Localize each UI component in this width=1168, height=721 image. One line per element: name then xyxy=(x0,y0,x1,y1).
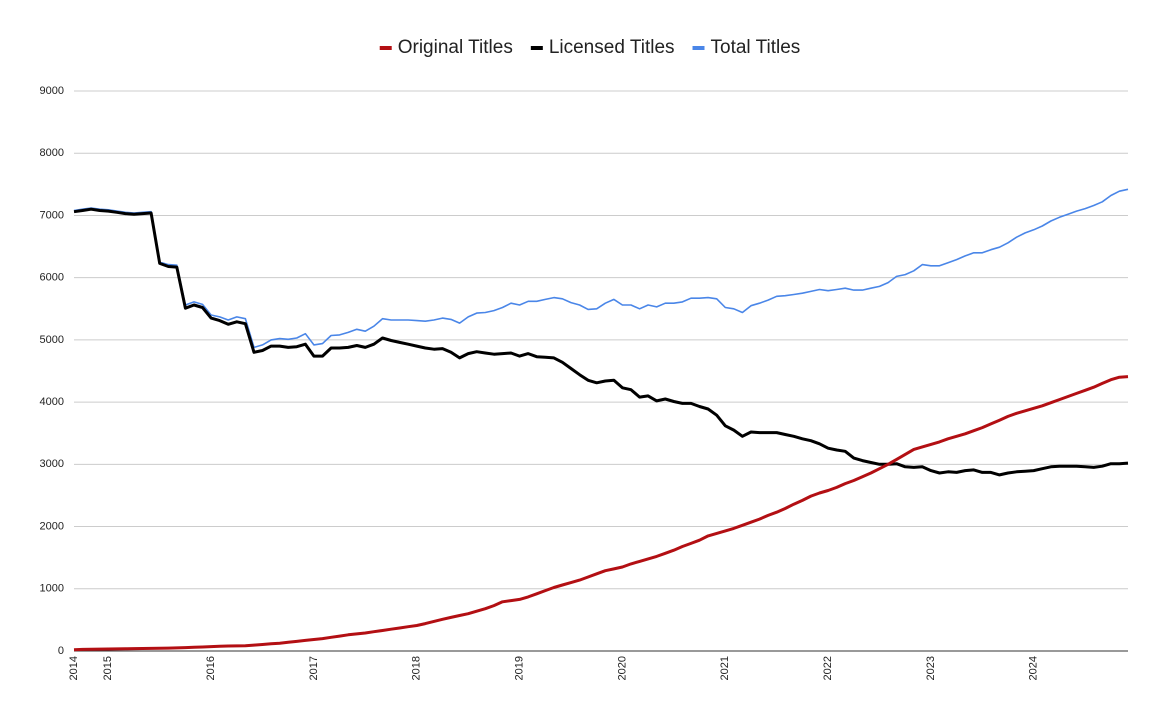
legend: Original Titles Licensed Titles Total Titl… xyxy=(379,37,801,58)
y-tick-label: 4000 xyxy=(40,396,64,408)
y-tick-label: 8000 xyxy=(40,147,64,159)
y-tick-label: 9000 xyxy=(40,85,64,97)
x-tick-label: 2016 xyxy=(205,656,217,680)
x-tick-label: 2023 xyxy=(925,656,937,680)
legend-label: Licensed Titles xyxy=(549,37,675,58)
y-tick-label: 2000 xyxy=(40,520,64,532)
x-tick-label: 2019 xyxy=(513,656,525,680)
x-tick-label: 2014 xyxy=(68,656,80,680)
line-series xyxy=(73,207,1129,477)
y-tick-label: 1000 xyxy=(40,583,64,595)
line-series xyxy=(73,375,1129,652)
y-tick-label: 7000 xyxy=(40,209,64,221)
x-tick-label: 2017 xyxy=(308,656,320,680)
legend-label: Original Titles xyxy=(398,37,513,58)
x-tick-label: 2018 xyxy=(411,656,423,680)
y-tick-label: 6000 xyxy=(40,272,64,284)
y-tick-label: 5000 xyxy=(40,334,64,346)
legend-label: Total Titles xyxy=(711,37,801,58)
x-tick-label: 2021 xyxy=(719,656,731,680)
y-tick-label: 0 xyxy=(58,645,64,657)
x-tick-label: 2024 xyxy=(1028,656,1040,680)
x-tick-label: 2020 xyxy=(616,656,628,680)
x-tick-label: 2015 xyxy=(102,656,114,680)
x-tick-label: 2022 xyxy=(822,656,834,680)
y-tick-label: 3000 xyxy=(40,458,64,470)
